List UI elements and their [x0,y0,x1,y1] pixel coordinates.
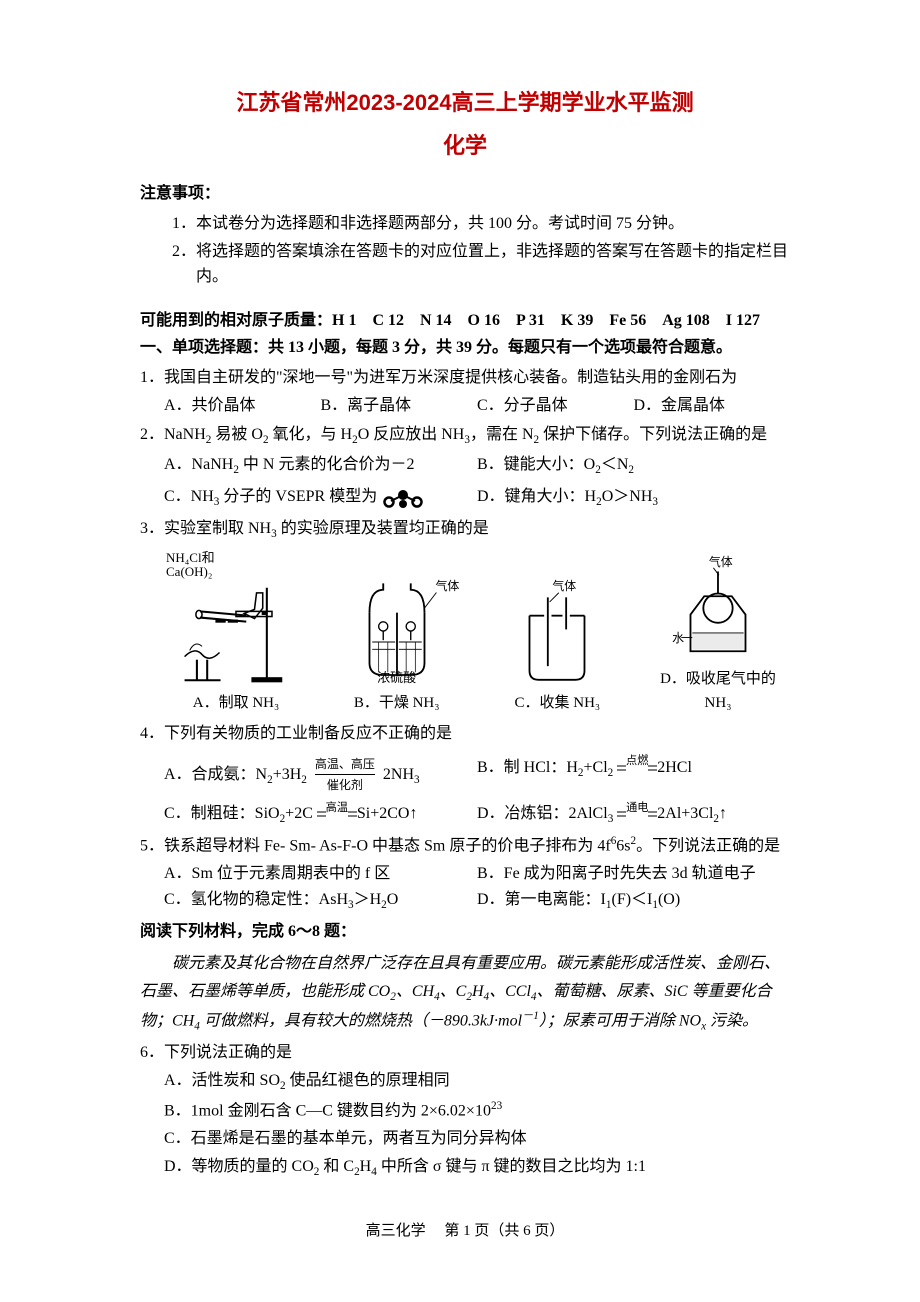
question-6-options: A．活性炭和 SO2 使品红褪色的原理相同 B．1mol 金刚石含 C—C 键数… [140,1068,790,1184]
notice-item: 2．将选择题的答案填涂在答题卡的对应位置上，非选择题的答案写在答题卡的指定栏目内… [140,239,790,290]
notice-label: 注意事项： [140,181,790,207]
question-5-options: A．Sm 位于元素周期表中的 f 区 B．Fe 成为阳离子时先失去 3d 轨道电… [140,861,790,915]
question-1-stem: 1．我国自主研发的"深地一号"为进军万米深度提供核心装备。制造钻头用的金刚石为 [140,365,790,391]
q3-diagram-a: NH₄Cl和Ca(OH)₂ A．制取 NH₃ [164,551,308,716]
vsepr-model-icon [381,488,425,508]
question-5-stem: 5．铁系超导材料 Fe- Sm- As-F-O 中基态 Sm 原子的价电子排布为… [140,833,790,859]
q1-option-a: A．共价晶体 [164,393,321,419]
q5-option-b: B．Fe 成为阳离子时先失去 3d 轨道电子 [477,861,790,887]
q3a-reagent-label: NH₄Cl和Ca(OH)₂ [166,551,308,580]
q3d-caption: D．吸收尾气中的 NH₃ [646,667,790,715]
reading-header: 阅读下列材料，完成 6～8 题： [140,919,790,945]
q4-option-c: C．制粗硅：SiO2+2C 高温Si+2CO↑ [164,801,477,829]
q6-option-b: B．1mol 金刚石含 C—C 键数目约为 2×6.02×1023 [164,1098,790,1124]
exam-title: 江苏省常州2023-2024高三上学期学业水平监测 [140,85,790,120]
q4-option-b: B．制 HCl：H2+Cl2 点燃2HCl [477,755,790,795]
atomic-masses: 可能用到的相对原子质量：H 1 C 12 N 14 O 16 P 31 K 39… [140,308,790,334]
q3-diagram-d: 气体 水 D．吸收尾气中的 NH₃ [646,555,790,715]
section-1-header: 一、单项选择题：共 13 小题，每题 3 分，共 39 分。每题只有一个选项最符… [140,335,790,361]
q2-option-d: D．键角大小：H2O＞NH3 [477,484,790,512]
q3-diagram-b: 气体 浓硫酸 B．干燥 NH₃ [325,576,469,715]
reaction-condition-icon: 高温 [317,802,357,828]
q2-option-a: A．NaNH2 中 N 元素的化合价为－2 [164,452,477,480]
question-4-stem: 4．下列有关物质的工业制备反应不正确的是 [140,721,790,747]
question-2-stem: 2．NaNH2 易被 O2 氧化，与 H2O 反应放出 NH3，需在 N2 保护… [140,422,790,450]
apparatus-collection-icon: 气体 [485,579,629,689]
q4-option-a: A．合成氨：N2+3H2 高温、高压 催化剂 2NH3 [164,755,477,795]
question-6-stem: 6．下列说法正确的是 [140,1040,790,1066]
q1-option-c: C．分子晶体 [477,393,634,419]
question-2-options: A．NaNH2 中 N 元素的化合价为－2 B．键能大小：O2＜N2 C．NH3… [140,452,790,512]
q1-option-d: D．金属晶体 [634,393,791,419]
q6-option-d: D．等物质的量的 CO2 和 C2H4 中所含 σ 键与 π 键的数目之比均为 … [164,1154,790,1182]
q5-option-a: A．Sm 位于元素周期表中的 f 区 [164,861,477,887]
question-1-options: A．共价晶体 B．离子晶体 C．分子晶体 D．金属晶体 [140,393,790,419]
q3b-acid-label: 浓硫酸 [325,668,469,689]
reaction-condition-icon: 通电 [617,802,657,828]
q3a-caption: A．制取 NH₃ [164,691,308,715]
gas-label: 气体 [435,579,459,593]
page-footer: 高三化学 第 1 页（共 6 页） [140,1219,790,1243]
q6-option-a: A．活性炭和 SO2 使品红褪色的原理相同 [164,1068,790,1096]
notice-item: 1．本试卷分为选择题和非选择题两部分，共 100 分。考试时间 75 分钟。 [140,211,790,237]
water-label: 水 [672,631,684,645]
apparatus-preparation-icon [164,579,308,689]
question-4-options: A．合成氨：N2+3H2 高温、高压 催化剂 2NH3 B．制 HCl：H2+C… [140,749,790,829]
q3-diagram-c: 气体 C．收集 NH₃ [485,579,629,715]
q5-option-c: C．氢化物的稳定性：AsH3＞H2O [164,887,477,915]
q2-option-c: C．NH3 分子的 VSEPR 模型为 [164,484,477,512]
question-3-stem: 3．实验室制取 NH3 的实验原理及装置均正确的是 [140,516,790,544]
reading-paragraph: 碳元素及其化合物在自然界广泛存在且具有重要应用。碳元素能形成活性炭、金刚石、石墨… [140,950,790,1036]
gas-label: 气体 [553,579,577,593]
q6-option-c: C．石墨烯是石墨的基本单元，两者互为同分异构体 [164,1126,790,1152]
q4-option-d: D．冶炼铝：2AlCl3 通电2Al+3Cl2↑ [477,801,790,829]
apparatus-absorption-icon: 气体 水 [646,555,790,665]
reaction-condition-icon: 点燃 [617,755,657,781]
reaction-condition-icon: 高温、高压 催化剂 [311,755,379,795]
q5-option-d: D．第一电离能：I1(F)＜I1(O) [477,887,790,915]
q1-option-b: B．离子晶体 [321,393,478,419]
q3b-caption: B．干燥 NH₃ [325,691,469,715]
question-3-diagrams: NH₄Cl和Ca(OH)₂ A．制取 NH₃ 气体 [140,545,790,718]
q3c-caption: C．收集 NH₃ [485,691,629,715]
exam-subject: 化学 [140,128,790,163]
gas-label: 气体 [709,555,733,569]
q2-option-b: B．键能大小：O2＜N2 [477,452,790,480]
